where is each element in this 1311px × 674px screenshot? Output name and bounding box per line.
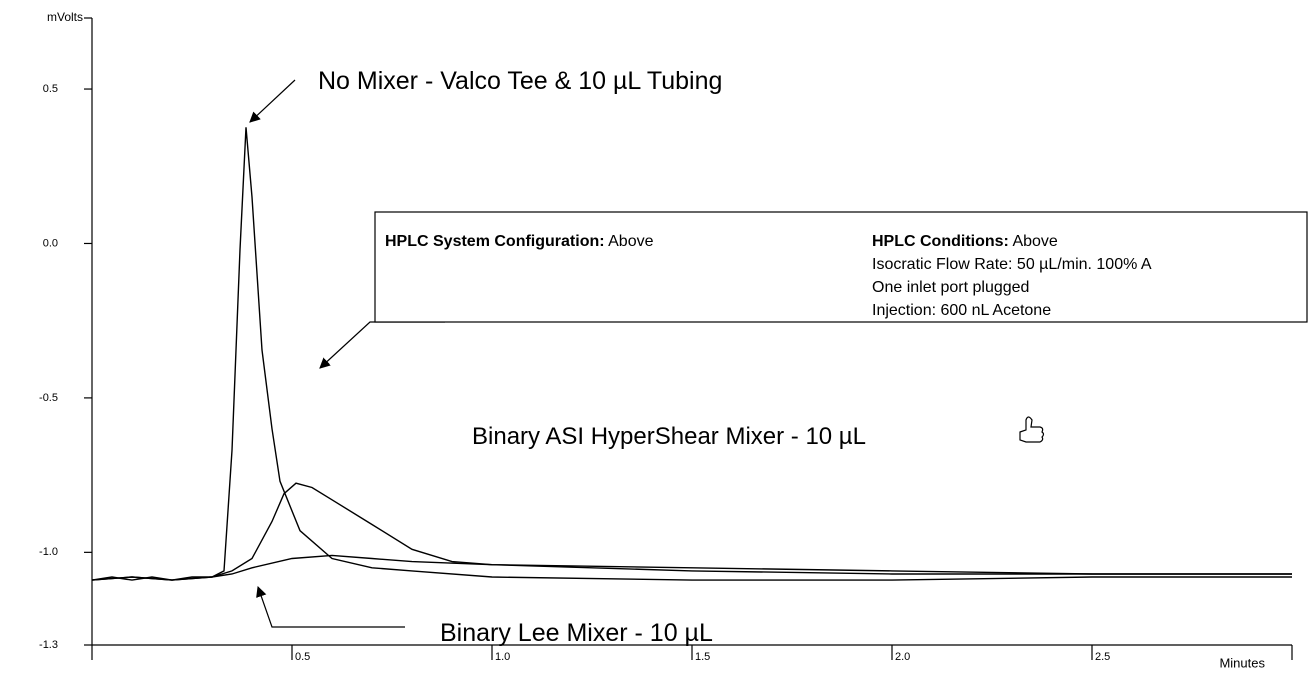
trace — [91, 127, 1292, 581]
arrow — [319, 321, 445, 369]
info-line: One inlet port plugged — [872, 279, 1029, 296]
info-line: Isocratic Flow Rate: 50 µL/min. 100% A — [872, 256, 1152, 273]
y-axis-label: mVolts — [47, 10, 83, 24]
info-label: HPLC System Configuration: — [385, 233, 605, 250]
y-tick-label: 0.5 — [43, 83, 58, 95]
y-tick-label: -1.0 — [39, 546, 58, 558]
arrow — [249, 79, 296, 123]
info-text: HPLC System Configuration: Above — [385, 233, 654, 250]
y-tick-label: 0.0 — [43, 237, 58, 249]
series-label: No Mixer - Valco Tee & 10 µL Tubing — [318, 67, 722, 95]
info-box — [374, 211, 1308, 323]
x-tick-label: 1.0 — [495, 651, 510, 663]
y-tick-label: -0.5 — [39, 392, 58, 404]
x-tick-label: 1.5 — [695, 651, 710, 663]
info-text: HPLC Conditions: Above — [872, 233, 1058, 250]
x-tick-label: 0.5 — [295, 651, 310, 663]
arrow — [256, 585, 405, 628]
x-tick-label: 2.0 — [895, 651, 910, 663]
trace — [91, 554, 1292, 581]
info-value: Above — [608, 233, 653, 250]
x-tick-label: 2.5 — [1095, 651, 1110, 663]
series-label: Binary ASI HyperShear Mixer - 10 µL — [472, 423, 866, 450]
thumbs-up-icon — [1019, 416, 1045, 443]
y-tick-label: -1.3 — [39, 639, 58, 651]
info-line: Injection: 600 nL Acetone — [872, 302, 1051, 319]
info-label: HPLC Conditions: — [872, 233, 1009, 250]
info-value: Above — [1012, 233, 1057, 250]
series-label: Binary Lee Mixer - 10 µL — [440, 619, 713, 647]
x-axis-label: Minutes — [1219, 655, 1265, 670]
trace — [91, 482, 1292, 581]
